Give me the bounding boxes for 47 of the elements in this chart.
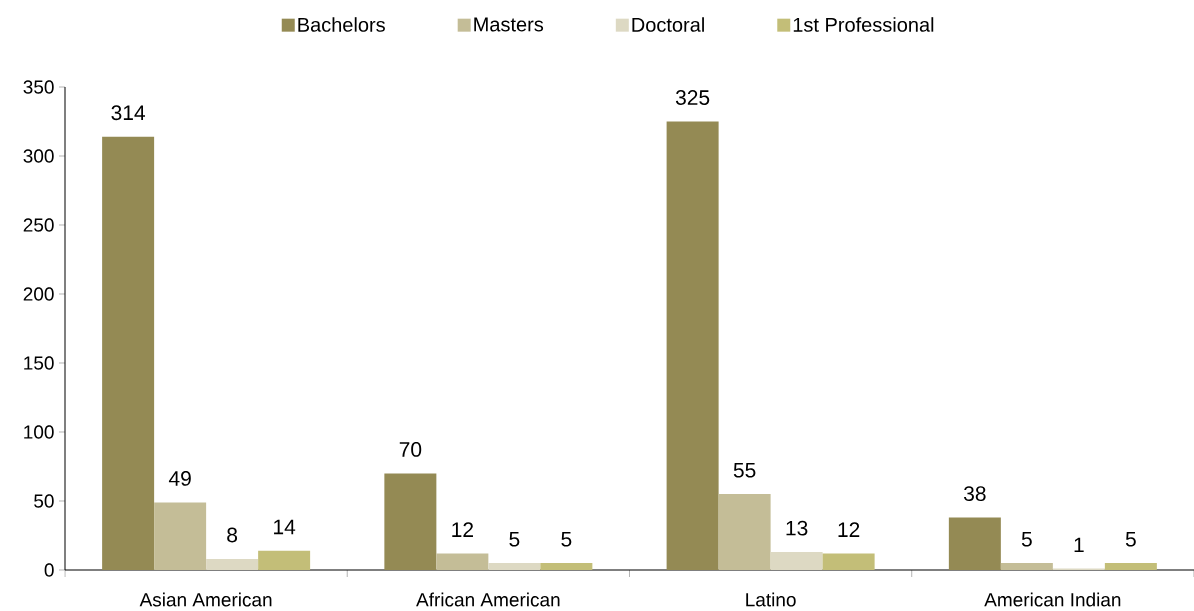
bar <box>102 136 155 570</box>
legend-label: Bachelors <box>298 17 385 32</box>
data-label: 12 <box>452 522 473 537</box>
data-label: 1 <box>1074 537 1084 553</box>
x-tick-label: American Indian <box>984 592 1121 607</box>
data-label: 13 <box>786 520 808 536</box>
bar <box>540 563 593 570</box>
x-tick-label: African American <box>416 592 560 607</box>
y-tick-label: 0 <box>44 563 54 577</box>
legend-label: Masters <box>474 17 544 32</box>
bar <box>666 121 719 570</box>
bar <box>1104 563 1157 570</box>
legend-label: Doctoral <box>632 17 704 32</box>
bar <box>258 550 311 570</box>
x-tick-label: Asian American <box>139 592 272 607</box>
bar <box>948 517 1001 570</box>
y-tick-label: 300 <box>23 149 54 163</box>
data-label: 14 <box>274 519 296 535</box>
bar <box>206 558 259 570</box>
data-label: 325 <box>675 90 710 105</box>
bar <box>770 552 823 570</box>
data-label: 8 <box>227 527 238 543</box>
data-label: 5 <box>1021 531 1032 547</box>
x-tick-label: Latino <box>746 592 796 607</box>
data-label: 70 <box>399 442 422 457</box>
y-tick-label: 100 <box>24 425 54 439</box>
y-tick-label: 200 <box>23 287 54 301</box>
y-tick-label: 150 <box>24 356 54 370</box>
bar <box>154 502 207 570</box>
bar <box>822 553 875 570</box>
data-label: 49 <box>168 470 191 486</box>
y-tick-label: 250 <box>23 218 54 232</box>
y-tick-label: 350 <box>23 80 54 94</box>
data-label: 5 <box>509 531 520 547</box>
bar <box>384 473 437 570</box>
legend-label: 1st Professional <box>793 17 934 32</box>
bar <box>718 494 771 570</box>
data-label: 55 <box>733 462 756 478</box>
data-label: 5 <box>1125 531 1136 547</box>
data-label: 12 <box>838 522 860 537</box>
data-label: 5 <box>561 531 572 547</box>
y-tick-label: 50 <box>34 494 54 508</box>
data-label: 314 <box>111 105 146 121</box>
data-label: 38 <box>963 486 986 502</box>
bar <box>1000 563 1053 570</box>
bar <box>436 553 489 570</box>
bar <box>488 563 541 570</box>
